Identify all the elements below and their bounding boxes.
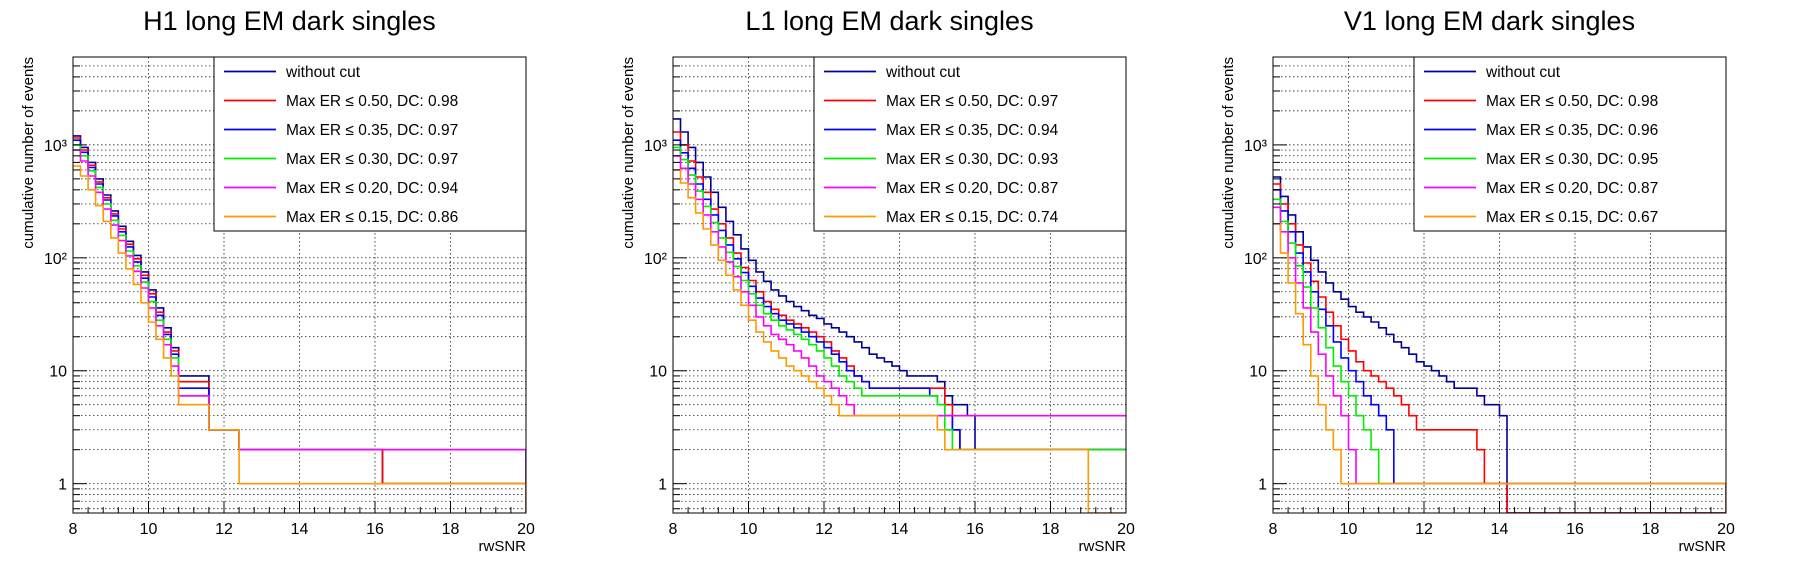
x-tick-label: 14 (891, 521, 909, 538)
x-tick-label: 14 (1491, 521, 1509, 538)
y-tick-label: 10² (644, 251, 668, 268)
y-tick-label: 1 (658, 477, 667, 494)
legend-entry: Max ER ≤ 0.15, DC: 0.86 (286, 209, 458, 226)
legend-entry: without cut (885, 64, 961, 81)
legend-entry: Max ER ≤ 0.35, DC: 0.94 (886, 122, 1059, 139)
x-tick-label: 12 (215, 521, 233, 538)
y-axis-label: cumulative number of events (1220, 57, 1237, 249)
series-line-6 (673, 169, 1126, 513)
legend-entry: Max ER ≤ 0.30, DC: 0.97 (286, 151, 458, 168)
legend-entry: Max ER ≤ 0.30, DC: 0.95 (1486, 151, 1658, 168)
y-tick-label: 10³ (644, 138, 668, 155)
x-tick-label: 12 (1415, 521, 1433, 538)
legend-entry: Max ER ≤ 0.15, DC: 0.67 (1486, 209, 1658, 226)
x-tick-label: 16 (366, 521, 384, 538)
x-tick-label: 8 (1269, 521, 1278, 538)
x-axis-label: rwSNR (1679, 538, 1727, 555)
y-tick-label: 10 (49, 364, 67, 381)
series-line-5 (673, 155, 1126, 417)
x-tick-label: 16 (1566, 521, 1584, 538)
y-tick-label: 10³ (44, 138, 68, 155)
x-tick-label: 18 (1042, 521, 1060, 538)
chart-panel-2: L1 long EM dark singles 8 10 12 14 16 18 20 1 10 1… (620, 6, 1135, 555)
y-axis-label: cumulative number of events (20, 57, 37, 249)
legend-entry: Max ER ≤ 0.30, DC: 0.93 (886, 151, 1058, 168)
x-tick-label: 16 (966, 521, 984, 538)
legend-entry: Max ER ≤ 0.35, DC: 0.96 (1486, 122, 1658, 139)
legend: without cut Max ER ≤ 0.50, DC: 0.98 Max ER… (1413, 56, 1727, 232)
x-tick-label: 20 (1717, 521, 1735, 538)
legend-entry: Max ER ≤ 0.15, DC: 0.74 (886, 209, 1059, 226)
legend-entry: without cut (285, 64, 361, 81)
legend-entry: Max ER ≤ 0.35, DC: 0.97 (286, 122, 458, 139)
x-axis-label: rwSNR (1079, 538, 1127, 555)
x-tick-label: 10 (140, 521, 158, 538)
x-tick-label: 8 (69, 521, 78, 538)
legend-entry: Max ER ≤ 0.50, DC: 0.97 (886, 93, 1058, 110)
y-tick-label: 10³ (1244, 138, 1268, 155)
panel-title: H1 long EM dark singles (143, 6, 436, 36)
x-tick-label: 18 (442, 521, 460, 538)
legend-entry: Max ER ≤ 0.50, DC: 0.98 (286, 93, 458, 110)
legend-entry: Max ER ≤ 0.50, DC: 0.98 (1486, 93, 1658, 110)
series-line-5 (73, 149, 526, 513)
legend-entry: Max ER ≤ 0.20, DC: 0.87 (1486, 180, 1658, 197)
y-tick-label: 10 (649, 364, 667, 381)
series-line-1 (673, 118, 1126, 451)
x-tick-label: 8 (669, 521, 678, 538)
y-tick-label: 10² (44, 251, 68, 268)
legend: without cut Max ER ≤ 0.50, DC: 0.98 Max ER… (213, 56, 527, 232)
panel-title: L1 long EM dark singles (745, 6, 1033, 36)
y-tick-label: 1 (58, 477, 67, 494)
x-tick-label: 14 (291, 521, 309, 538)
panel-title: V1 long EM dark singles (1344, 6, 1635, 36)
series-line-1 (1273, 176, 1726, 513)
x-tick-label: 10 (740, 521, 758, 538)
legend-entry: without cut (1485, 64, 1561, 81)
y-tick-label: 10² (1244, 251, 1268, 268)
legend-entry: Max ER ≤ 0.20, DC: 0.94 (286, 180, 459, 197)
chart-panel-3: V1 long EM dark singles 8 10 12 14 16 18 20 1 10 1… (1220, 6, 1735, 555)
legend-entry: Max ER ≤ 0.20, DC: 0.87 (886, 180, 1058, 197)
y-tick-label: 1 (1258, 477, 1267, 494)
y-axis-label: cumulative number of events (620, 57, 637, 249)
series-line-6 (73, 165, 526, 513)
legend: without cut Max ER ≤ 0.50, DC: 0.97 Max ER… (813, 56, 1127, 232)
series-line-6 (1273, 223, 1726, 513)
x-axis-label: rwSNR (479, 538, 527, 555)
x-tick-label: 20 (1117, 521, 1135, 538)
chart-panel-1: H1 long EM dark singles 8 10 12 14 16 18 20 1 10 1… (20, 6, 535, 555)
y-tick-label: 10 (1249, 364, 1267, 381)
series-line-4 (1273, 198, 1726, 513)
series-line-3 (673, 139, 1126, 451)
x-tick-label: 20 (517, 521, 535, 538)
x-tick-label: 12 (815, 521, 833, 538)
x-tick-label: 10 (1340, 521, 1358, 538)
x-tick-label: 18 (1642, 521, 1660, 538)
